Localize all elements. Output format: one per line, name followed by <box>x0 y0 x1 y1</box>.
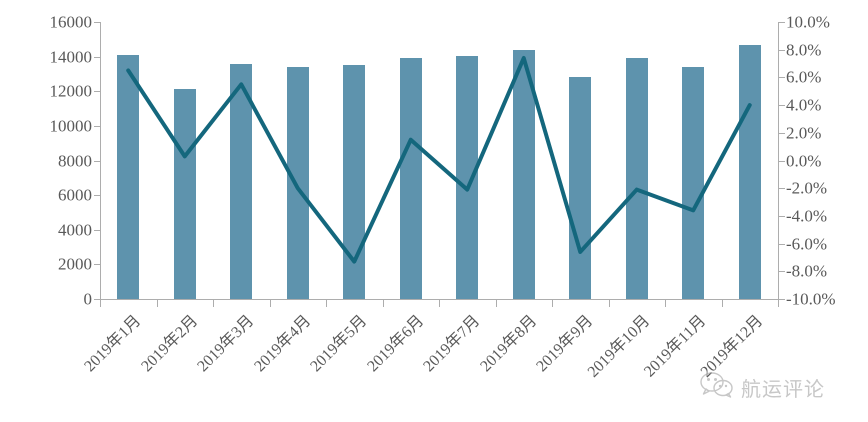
bar <box>738 44 761 299</box>
y-left-tick-mark <box>94 299 100 300</box>
y-left-tick-label: 2000 <box>58 254 92 274</box>
bar <box>286 67 309 299</box>
x-axis-tick-mark <box>778 300 779 307</box>
x-axis-label: 2019年8月 <box>477 312 541 376</box>
y-left-tick-mark <box>94 22 100 23</box>
y-left-tick-label: 10000 <box>49 116 93 136</box>
x-axis-label: 2019年10月 <box>584 312 654 381</box>
x-axis-tick-mark <box>721 300 723 307</box>
x-axis-tick-mark <box>156 300 158 307</box>
y-right-tick-mark <box>779 243 785 245</box>
y-right-tick-mark <box>779 105 785 107</box>
y-axis-right: -10.0% -8.0% -6.0% -4.0% -2.0% 0.0% 2.0% 4.0% 6.… <box>786 0 868 310</box>
bar <box>173 88 196 299</box>
x-axis-tick-mark <box>439 300 440 307</box>
watermark: 航运评论 <box>700 372 825 403</box>
x-axis-tick-mark <box>269 300 271 307</box>
x-axis-label: 2019年1月 <box>81 312 145 376</box>
bar <box>117 54 140 299</box>
y-left-tick-label: 16000 <box>49 12 93 32</box>
y-right-tick-label: 2.0% <box>786 123 822 143</box>
y-right-tick-mark <box>779 215 785 217</box>
x-axis-label: 2019年12月 <box>697 312 767 381</box>
y-right-tick-mark <box>779 77 785 79</box>
x-axis-tick-mark <box>213 300 214 307</box>
plot-area <box>100 22 778 299</box>
y-right-tick-mark <box>779 299 785 300</box>
bar <box>569 77 592 299</box>
y-right-tick-label: 4.0% <box>786 95 822 115</box>
x-axis-label: 2019年6月 <box>364 312 428 376</box>
x-axis-label: 2019年11月 <box>641 312 710 381</box>
axis-line-right <box>778 22 779 299</box>
y-left-tick-label: 6000 <box>58 185 92 205</box>
y-right-tick-label: 8.0% <box>786 40 822 60</box>
x-axis-label: 2019年7月 <box>420 312 484 376</box>
bar <box>399 57 422 299</box>
y-left-tick-label: 12000 <box>49 81 93 101</box>
y-right-tick-label: -8.0% <box>786 261 828 281</box>
y-axis-left: 0 2000 4000 6000 8000 10000 12000 14000 16000 <box>0 0 93 310</box>
y-right-tick-mark <box>779 160 785 162</box>
watermark-text: 航运评论 <box>741 377 825 401</box>
x-axis-tick-mark <box>608 300 610 307</box>
y-left-tick-mark <box>94 229 100 231</box>
y-left-tick-mark <box>94 125 100 127</box>
y-left-tick-label: 8000 <box>58 151 92 170</box>
y-left-tick-mark <box>94 195 100 197</box>
y-left-tick-label: 4000 <box>58 220 92 240</box>
bar <box>682 67 705 299</box>
x-axis-label: 2019年4月 <box>251 312 315 376</box>
y-right-tick-label: -2.0% <box>786 178 828 198</box>
y-left-tick-mark <box>94 56 100 58</box>
x-axis-label: 2019年3月 <box>194 312 258 376</box>
y-right-tick-mark <box>779 132 785 134</box>
y-right-tick-label: 10.0% <box>786 12 830 32</box>
line-series-path <box>126 56 752 264</box>
x-axis-label: 2019年2月 <box>138 312 202 376</box>
axis-line-bottom <box>100 299 779 300</box>
x-axis-tick-mark <box>326 300 327 307</box>
y-right-tick-label: -10.0% <box>786 289 836 309</box>
y-right-tick-mark <box>779 271 785 273</box>
x-axis-tick-mark <box>495 300 497 307</box>
y-right-tick-label: 0.0% <box>786 151 822 170</box>
bar <box>625 58 648 299</box>
y-right-tick-label: 6.0% <box>786 67 822 87</box>
y-right-tick-mark <box>779 188 785 190</box>
wechat-icon <box>700 372 734 403</box>
y-right-tick-mark <box>779 22 785 23</box>
y-left-tick-mark <box>94 160 100 162</box>
y-right-tick-mark <box>779 49 785 51</box>
x-axis-tick-mark <box>552 300 553 307</box>
y-left-tick-mark <box>94 91 100 93</box>
bar <box>512 49 535 299</box>
y-left-tick-label: 0 <box>83 289 93 309</box>
x-axis-tick-mark <box>382 300 384 307</box>
bar <box>230 63 253 299</box>
x-axis-tick-mark <box>665 300 666 307</box>
y-left-tick-label: 14000 <box>49 47 93 67</box>
axis-line-left <box>100 22 101 299</box>
bar <box>343 65 366 299</box>
x-axis-label: 2019年9月 <box>533 312 597 376</box>
y-right-tick-label: -6.0% <box>786 234 828 254</box>
y-right-tick-label: -4.0% <box>786 206 828 226</box>
x-axis-tick-mark <box>100 300 101 307</box>
bar <box>456 55 479 299</box>
y-left-tick-mark <box>94 264 100 266</box>
x-axis-label: 2019年5月 <box>307 312 371 376</box>
line-series-layer <box>126 56 752 264</box>
